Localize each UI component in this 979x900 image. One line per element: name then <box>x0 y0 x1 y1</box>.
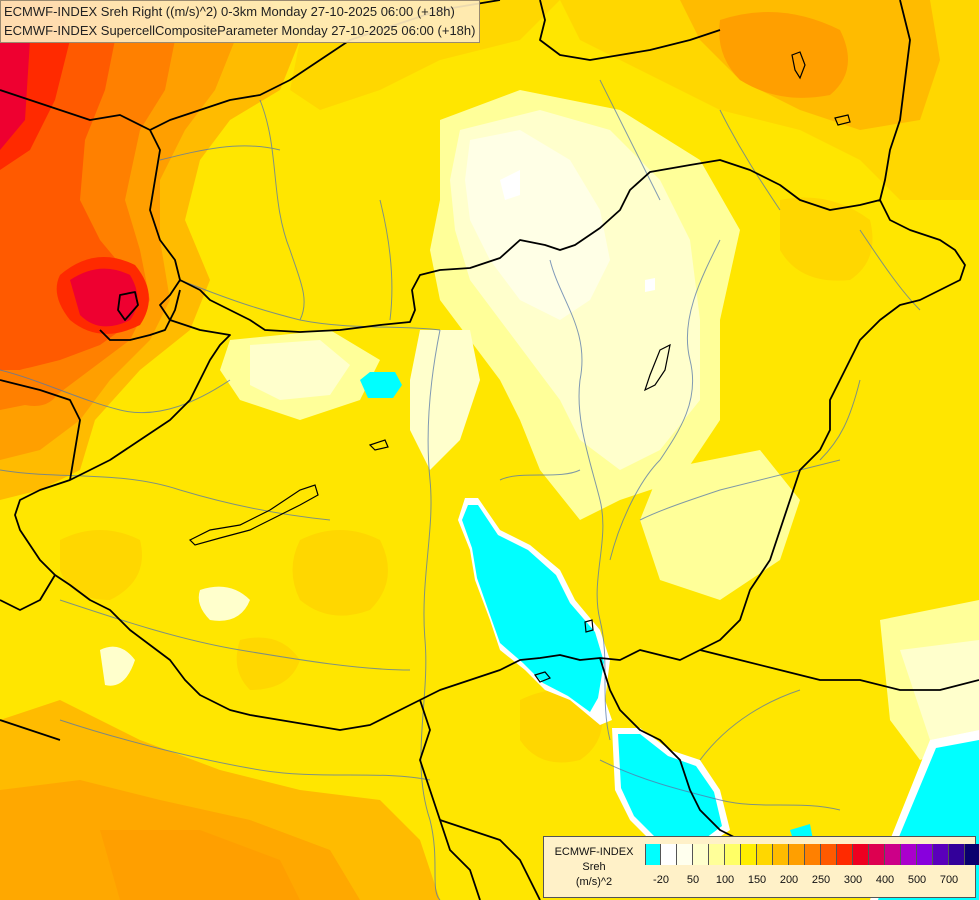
legend-swatch <box>901 844 917 865</box>
legend-swatch <box>677 844 693 865</box>
legend-swatch <box>965 844 979 865</box>
title-line-2: ECMWF-INDEX SupercellCompositeParameter … <box>4 23 476 38</box>
legend-tick-label: 200 <box>779 874 799 886</box>
color-legend: ECMWF-INDEX Sreh (m/s)^2 -20 50 100 150 200 2… <box>543 836 979 898</box>
title-line-1: ECMWF-INDEX Sreh Right ((m/s)^2) 0-3km M… <box>4 4 455 19</box>
shading-northeast <box>285 0 979 200</box>
legend-tick-label: 400 <box>875 874 895 886</box>
legend-swatch <box>853 844 869 865</box>
legend-line-1: ECMWF-INDEX <box>554 846 634 858</box>
map-title: ECMWF-INDEX Sreh Right ((m/s)^2) 0-3km M… <box>0 0 481 43</box>
lake-small-5 <box>584 619 594 633</box>
legend-swatch <box>789 844 805 865</box>
legend-swatch <box>869 844 885 865</box>
legend-swatch <box>757 844 773 865</box>
legend-tick-label: 500 <box>907 874 927 886</box>
lake-small-1 <box>368 439 389 451</box>
shading-southwest <box>0 700 440 900</box>
legend-swatch <box>741 844 757 865</box>
legend-swatch <box>661 844 677 865</box>
legend-swatches <box>645 844 979 865</box>
legend-swatch <box>949 844 965 865</box>
lake-balaton <box>188 484 319 546</box>
legend-tick-label: -20 <box>653 874 669 886</box>
legend-tick-label: 50 <box>686 874 700 886</box>
legend-swatch <box>805 844 821 865</box>
legend-swatch <box>645 844 661 865</box>
legend-tick-label: 700 <box>939 874 959 886</box>
lakes <box>188 51 851 683</box>
legend-line-3: (m/s)^2 <box>575 876 613 888</box>
shading-west <box>0 0 300 500</box>
legend-swatch <box>709 844 725 865</box>
legend-tick-label: 250 <box>811 874 831 886</box>
legend-title: ECMWF-INDEX Sreh (m/s)^2 <box>548 845 640 890</box>
legend-line-2: Sreh <box>582 861 606 873</box>
legend-swatch <box>917 844 933 865</box>
lake-small-3 <box>834 114 851 126</box>
shading-pale-core <box>100 90 979 760</box>
legend-swatch <box>773 844 789 865</box>
legend-swatch <box>725 844 741 865</box>
legend-swatch <box>821 844 837 865</box>
legend-ticks: -20 50 100 150 200 250 300 400 500 700 <box>645 874 975 890</box>
shading-yellow-patches <box>60 197 873 763</box>
legend-tick-label: 100 <box>715 874 735 886</box>
lake-small-4 <box>534 671 551 683</box>
legend-swatch <box>693 844 709 865</box>
legend-tick-label: 300 <box>843 874 863 886</box>
legend-swatch <box>885 844 901 865</box>
legend-swatch <box>837 844 853 865</box>
legend-swatch <box>933 844 949 865</box>
river-island <box>643 343 671 392</box>
legend-tick-label: 150 <box>747 874 767 886</box>
lake-small-2 <box>791 51 806 80</box>
